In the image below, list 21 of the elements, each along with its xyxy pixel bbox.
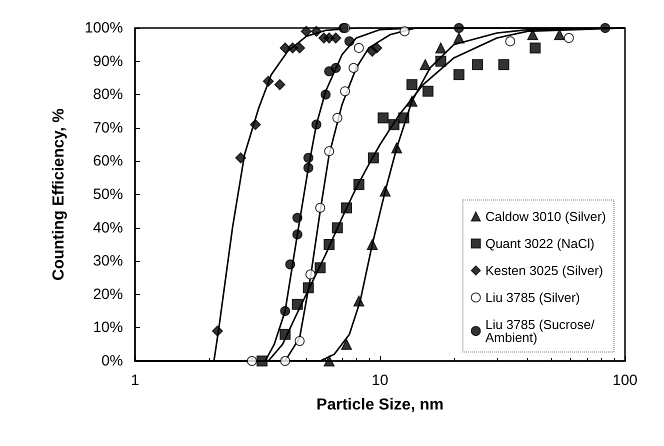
y-tick-label: 50% bbox=[92, 186, 123, 203]
x-tick-label: 1 bbox=[130, 372, 140, 389]
y-tick-label: 60% bbox=[92, 152, 123, 170]
y-tick-label: 30% bbox=[92, 252, 123, 270]
legend-label: Quant 3022 (NaCl) bbox=[485, 236, 594, 251]
y-tick-label: 40% bbox=[92, 219, 123, 236]
x-axis-title: Particle Size, nm bbox=[316, 396, 444, 414]
x-tick-label: 100 bbox=[612, 372, 638, 389]
legend-label: Kesten 3025 (Silver) bbox=[485, 263, 604, 278]
y-tick-label: 20% bbox=[92, 286, 123, 303]
x-tick-label: 10 bbox=[372, 372, 388, 389]
y-tick-label: 80% bbox=[92, 86, 123, 104]
legend-label: Caldow 3010 (Silver) bbox=[485, 209, 606, 224]
y-axis-title: Counting Efficiency, % bbox=[50, 108, 68, 281]
legend-label: Liu 3785 (Sucrose/Ambient) bbox=[485, 317, 595, 345]
y-tick-label: 0% bbox=[101, 352, 123, 370]
y-tick-label: 100% bbox=[84, 20, 123, 36]
legend-label: Liu 3785 (Silver) bbox=[485, 290, 580, 305]
y-tick-label: 10% bbox=[92, 319, 123, 336]
y-tick-label: 90% bbox=[92, 52, 123, 70]
y-tick-label: 70% bbox=[92, 119, 123, 136]
